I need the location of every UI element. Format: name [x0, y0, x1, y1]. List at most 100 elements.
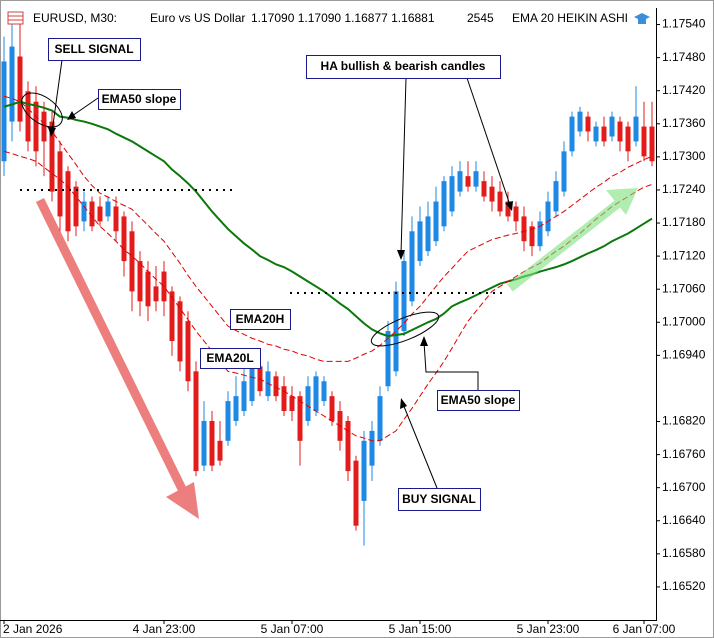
- x-tick-label: 5 Jan 15:00: [389, 622, 452, 636]
- candle-body: [521, 216, 527, 242]
- candle-body: [641, 126, 647, 157]
- note-box: [306, 55, 501, 79]
- candle-body: [649, 126, 655, 162]
- annotation: SELL SIGNAL: [54, 42, 133, 56]
- cap-icon: [638, 19, 646, 24]
- candle-body: [161, 271, 167, 302]
- note-box: [98, 89, 181, 110]
- candle-body: [289, 396, 295, 412]
- candle-body: [249, 366, 255, 402]
- x-tick-label: 2 Jan 2026: [3, 622, 63, 636]
- y-tick-label: 1.17180: [662, 215, 706, 229]
- candle-body: [505, 201, 511, 217]
- candle-body: [553, 181, 559, 212]
- candle-body: [17, 56, 23, 122]
- note-box: [437, 390, 520, 411]
- annotation: EMA50 slope: [102, 92, 177, 106]
- candle-body: [329, 396, 335, 421]
- candle-body: [617, 121, 623, 142]
- candle-body: [633, 116, 639, 142]
- pointer-line: [423, 341, 479, 390]
- y-tick-label: 1.17240: [662, 182, 706, 196]
- candle-body: [441, 181, 447, 227]
- pointer-line: [466, 77, 511, 206]
- candle-body: [105, 201, 111, 217]
- candle-body: [513, 206, 519, 222]
- annotation: EMA20L: [206, 351, 253, 365]
- candle-body: [113, 206, 119, 232]
- candle-body: [241, 381, 247, 412]
- candle-body: [233, 396, 239, 421]
- candle-body: [153, 286, 159, 302]
- description: Euro vs US Dollar: [150, 11, 245, 25]
- candle-body: [65, 171, 71, 232]
- y-tick-label: 1.17060: [662, 281, 706, 295]
- candle-body: [89, 201, 95, 227]
- candle-body: [281, 386, 287, 412]
- pointer-line: [400, 77, 407, 255]
- candle-body: [425, 216, 431, 252]
- candle-body: [545, 201, 551, 232]
- symbol: EURUSD, M30:: [33, 11, 117, 25]
- y-tick-label: 1.17540: [662, 17, 706, 31]
- annotation: EMA20H: [236, 312, 285, 326]
- indicator-title: EMA 20 HEIKIN ASHI: [512, 11, 628, 25]
- candle-body: [169, 291, 175, 342]
- y-tick-label: 1.17120: [662, 248, 706, 262]
- candle-body: [305, 386, 311, 421]
- candle-body: [481, 181, 487, 197]
- note-box: [398, 488, 481, 511]
- pointer-line: [51, 59, 63, 133]
- pointer-head: [400, 398, 407, 409]
- y-tick-label: 1.16760: [662, 447, 706, 461]
- candle-body: [401, 261, 407, 332]
- candle-body: [225, 401, 231, 441]
- candle-body: [41, 111, 47, 142]
- candle-body: [393, 291, 399, 372]
- x-tick-label: 4 Jan 23:00: [133, 622, 196, 636]
- candle-body: [369, 430, 375, 466]
- candle-body: [497, 191, 503, 212]
- candle-body: [473, 171, 479, 187]
- pointer-head: [67, 111, 76, 120]
- annotation: EMA50 slope: [441, 393, 516, 407]
- candle-body: [297, 396, 303, 441]
- candle-body: [385, 331, 391, 387]
- y-tick-label: 1.17300: [662, 149, 706, 163]
- y-tick-label: 1.16640: [662, 513, 706, 527]
- candle-body: [561, 151, 567, 192]
- candle-body: [625, 126, 631, 152]
- up-arrow: [507, 188, 638, 292]
- pointer-line: [71, 97, 99, 117]
- y-tick-label: 1.17480: [662, 50, 706, 64]
- pointer-head: [397, 250, 405, 260]
- candle-body: [25, 91, 31, 142]
- highlight-ellipse: [370, 311, 440, 347]
- candle-body: [1, 61, 7, 162]
- arrow-head: [606, 188, 638, 215]
- candle-body: [137, 261, 143, 302]
- indicator-line: [3, 95, 653, 362]
- pointer-head: [420, 336, 428, 346]
- note-box: [230, 309, 291, 330]
- x-tick-label: 5 Jan 07:00: [261, 622, 324, 636]
- pointer-head: [505, 201, 513, 211]
- y-tick-label: 1.17420: [662, 83, 706, 97]
- candle-body: [377, 396, 383, 441]
- y-tick-label: 1.16820: [662, 414, 706, 428]
- y-tick-label: 1.16580: [662, 546, 706, 560]
- header: EURUSD, M30: Euro vs US Dollar 1.17090 1…: [7, 11, 650, 25]
- candle-body: [569, 116, 575, 152]
- bar-count: 2545: [467, 11, 494, 25]
- candle-body: [361, 440, 367, 501]
- candle-body: [273, 376, 279, 397]
- pointer-head: [48, 127, 56, 137]
- candle-body: [97, 206, 103, 222]
- candle-body: [129, 231, 135, 292]
- arrow-head: [166, 482, 199, 519]
- y-tick-label: 1.16520: [662, 579, 706, 593]
- candle-body: [577, 111, 583, 132]
- candle-body: [201, 420, 207, 466]
- candle-body: [49, 121, 55, 192]
- candle-body: [465, 176, 471, 187]
